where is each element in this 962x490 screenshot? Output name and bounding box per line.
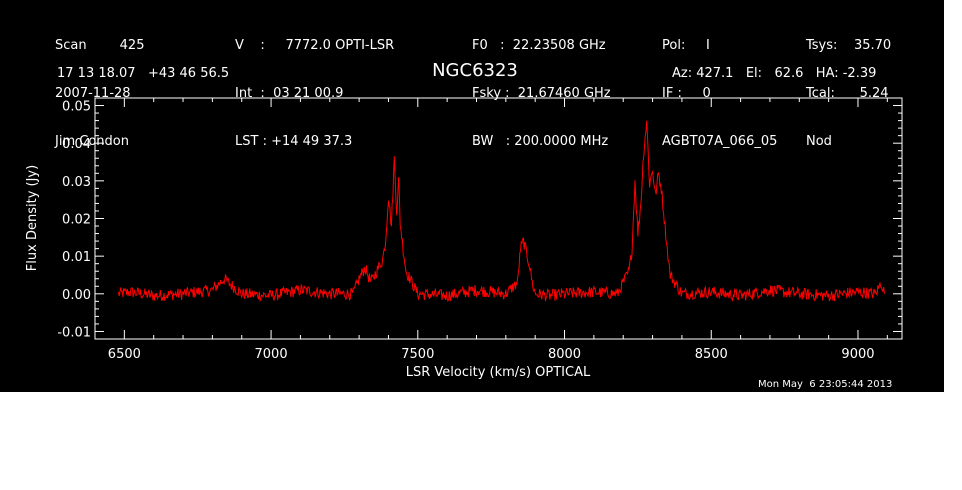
x-tick-label: 7500	[401, 347, 434, 362]
header-date: 2007-11-28	[55, 86, 131, 101]
x-axis-title: LSR Velocity (km/s) OPTICAL	[406, 365, 591, 380]
y-tick-label: 0.05	[62, 100, 91, 115]
x-tick-label: 8500	[695, 347, 728, 362]
header-scan-block: Scan 425 2007-11-28 Jim Condon	[55, 6, 144, 182]
y-axis: -0.01 0.00 0.01 0.02 0.03 0.04 0.05	[57, 97, 902, 340]
chart-title: NGC6323	[432, 60, 518, 81]
plot-timestamp: Mon May 6 23:05:44 2013	[758, 379, 893, 390]
header-velocity-block: V : 7772.0 OPTI-LSR Int : 03 21 00.9 LST…	[235, 6, 394, 182]
header-observer: Jim Condon	[55, 134, 129, 149]
header-azel: Az: 427.1 El: 62.6 HA: -2.39	[672, 66, 877, 81]
header-f0: F0 : 22.23508 GHz	[472, 38, 606, 53]
header-fsky: Fsky : 21.67460 GHz	[472, 86, 611, 101]
header-frequency-block: F0 : 22.23508 GHz Fsky : 21.67460 GHz BW…	[472, 6, 611, 182]
header-mode: Nod	[806, 134, 832, 149]
x-tick-label: 7000	[255, 347, 288, 362]
header-velocity: V : 7772.0 OPTI-LSR	[235, 38, 395, 53]
header-tcal: Tcal: 5.24	[806, 86, 889, 101]
plot-window: Scan 425 2007-11-28 Jim Condon V : 7772.…	[0, 0, 944, 392]
plot-frame	[94, 97, 903, 340]
y-tick-label: 0.00	[62, 288, 91, 303]
x-tick-label: 8000	[548, 347, 581, 362]
y-tick-label: -0.01	[57, 325, 91, 340]
spectrum-chart: 6500 7000 7500 8000 8500 9000 -0.01 0.00 0.01 0.…	[25, 97, 903, 380]
spectrum-trace	[118, 120, 885, 303]
header-pol-block: Pol: I IF : 0 AGBT07A_066_05	[662, 6, 777, 182]
header-if: IF : 0	[662, 86, 711, 101]
x-axis: 6500 7000 7500 8000 8500 9000	[94, 98, 888, 362]
header-integration: Int : 03 21 00.9	[235, 86, 344, 101]
header-scan: Scan 425	[55, 38, 145, 53]
header-coordinates: 17 13 18.07 +43 46 56.5	[57, 66, 230, 81]
header-tsys-block: Tsys: 35.70 Tcal: 5.24 Nod	[806, 6, 891, 182]
y-tick-label: 0.03	[62, 175, 91, 190]
header-bw: BW : 200.0000 MHz	[472, 134, 609, 149]
y-axis-title: Flux Density (Jy)	[25, 165, 40, 271]
x-tick-label: 9000	[841, 347, 874, 362]
y-tick-label: 0.02	[62, 213, 91, 228]
y-tick-label: 0.04	[62, 137, 91, 152]
header-pol: Pol: I	[662, 38, 710, 53]
y-tick-label: 0.01	[62, 250, 91, 265]
header-tsys: Tsys: 35.70	[806, 38, 892, 53]
x-tick-label: 6500	[108, 347, 141, 362]
header-project: AGBT07A_066_05	[662, 134, 778, 149]
header-lst: LST : +14 49 37.3	[235, 134, 353, 149]
